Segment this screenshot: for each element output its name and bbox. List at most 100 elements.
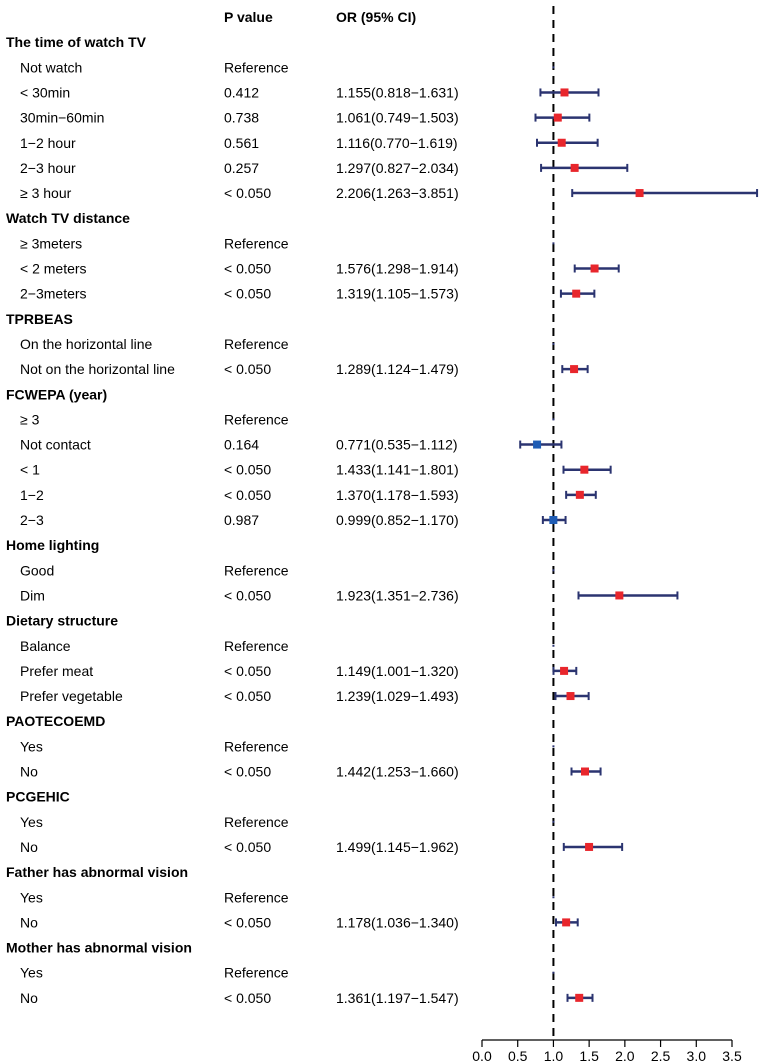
row-p-value: < 0.050 bbox=[224, 286, 271, 302]
row-or-ci: 1.289(1.124−1.479) bbox=[336, 361, 459, 377]
reference-point bbox=[552, 569, 555, 572]
row-p-value: Reference bbox=[224, 638, 289, 654]
row-label: 2−3 hour bbox=[20, 160, 76, 176]
row-label: 30min−60min bbox=[20, 110, 104, 126]
row-p-value: Reference bbox=[224, 59, 289, 75]
point-estimate bbox=[553, 113, 562, 122]
row-p-value: Reference bbox=[224, 411, 289, 427]
row-label: ≥ 3meters bbox=[20, 235, 82, 251]
point-estimate bbox=[570, 365, 579, 374]
row-label: < 30min bbox=[20, 84, 70, 100]
row-or-ci: 1.433(1.141−1.801) bbox=[336, 462, 459, 478]
reference-point bbox=[552, 971, 555, 974]
point-estimate bbox=[585, 842, 594, 851]
header-or-ci: OR (95% CI) bbox=[336, 9, 416, 25]
row-p-value: Reference bbox=[224, 235, 289, 251]
point-estimate bbox=[566, 692, 575, 701]
row-p-value: < 0.050 bbox=[224, 839, 271, 855]
row-p-value: Reference bbox=[224, 814, 289, 830]
row-p-value: < 0.050 bbox=[224, 462, 271, 478]
point-estimate bbox=[562, 918, 571, 927]
group-label: PCGEHIC bbox=[6, 789, 70, 805]
row-label: Not on the horizontal line bbox=[20, 361, 175, 377]
group-label: Father has abnormal vision bbox=[6, 864, 188, 880]
point-estimate bbox=[590, 264, 599, 273]
row-or-ci: 1.178(1.036−1.340) bbox=[336, 914, 459, 930]
row-label: Not contact bbox=[20, 437, 91, 453]
row-or-ci: 1.319(1.105−1.573) bbox=[336, 286, 459, 302]
row-p-value: < 0.050 bbox=[224, 261, 271, 277]
row-label: < 1 bbox=[20, 462, 40, 478]
group-label: PAOTECOEMD bbox=[6, 713, 105, 729]
x-tick-label: 2.5 bbox=[651, 1048, 671, 1063]
row-or-ci: 1.155(0.818−1.631) bbox=[336, 84, 459, 100]
row-p-value: Reference bbox=[224, 562, 289, 578]
group-label: Dietary structure bbox=[6, 613, 118, 629]
row-p-value: < 0.050 bbox=[224, 487, 271, 503]
row-p-value: Reference bbox=[224, 889, 289, 905]
x-tick-label: 0.5 bbox=[508, 1048, 528, 1063]
row-p-value: 0.987 bbox=[224, 512, 259, 528]
row-label: Yes bbox=[20, 889, 43, 905]
point-estimate bbox=[560, 666, 569, 675]
x-tick-label: 0.0 bbox=[472, 1048, 492, 1063]
row-p-value: < 0.050 bbox=[224, 990, 271, 1006]
row-label: Yes bbox=[20, 814, 43, 830]
row-p-value: Reference bbox=[224, 336, 289, 352]
row-label: Balance bbox=[20, 638, 71, 654]
group-label: FCWEPA (year) bbox=[6, 386, 107, 402]
group-label: TPRBEAS bbox=[6, 311, 73, 327]
row-label: Prefer vegetable bbox=[20, 688, 123, 704]
reference-point bbox=[552, 66, 555, 69]
point-estimate bbox=[572, 289, 581, 298]
row-p-value: < 0.050 bbox=[224, 587, 271, 603]
row-label: 1−2 hour bbox=[20, 135, 76, 151]
row-p-value: Reference bbox=[224, 738, 289, 754]
row-label: 2−3meters bbox=[20, 286, 87, 302]
row-label: No bbox=[20, 990, 38, 1006]
x-tick-label: 2.0 bbox=[615, 1048, 635, 1063]
row-or-ci: 1.361(1.197−1.547) bbox=[336, 990, 459, 1006]
row-label: No bbox=[20, 764, 38, 780]
row-label: No bbox=[20, 839, 38, 855]
row-p-value: < 0.050 bbox=[224, 688, 271, 704]
row-p-value: < 0.050 bbox=[224, 663, 271, 679]
row-label: Dim bbox=[20, 587, 45, 603]
row-or-ci: 1.442(1.253−1.660) bbox=[336, 764, 459, 780]
row-or-ci: 1.370(1.178−1.593) bbox=[336, 487, 459, 503]
point-estimate bbox=[557, 138, 566, 147]
row-or-ci: 0.771(0.535−1.112) bbox=[336, 437, 458, 453]
point-estimate bbox=[581, 767, 589, 776]
row-p-value: < 0.050 bbox=[224, 185, 271, 201]
group-label: Home lighting bbox=[6, 537, 99, 553]
row-p-value: 0.561 bbox=[224, 135, 259, 151]
row-or-ci: 1.499(1.145−1.962) bbox=[336, 839, 459, 855]
row-label: Yes bbox=[20, 738, 43, 754]
row-or-ci: 1.576(1.298−1.914) bbox=[336, 261, 459, 277]
point-estimate bbox=[549, 516, 558, 524]
row-p-value: < 0.050 bbox=[224, 764, 271, 780]
reference-point bbox=[552, 242, 555, 245]
row-or-ci: 2.206(1.263−3.851) bbox=[336, 185, 459, 201]
row-label: ≥ 3 bbox=[20, 411, 40, 427]
row-label: Yes bbox=[20, 965, 43, 981]
row-or-ci: 1.149(1.001−1.320) bbox=[336, 663, 459, 679]
row-label: ≥ 3 hour bbox=[20, 185, 72, 201]
row-label: < 2 meters bbox=[20, 261, 87, 277]
group-label: Watch TV distance bbox=[6, 210, 130, 226]
x-tick-label: 3.0 bbox=[687, 1048, 707, 1063]
reference-point bbox=[552, 820, 555, 823]
reference-point bbox=[552, 342, 555, 345]
x-tick-label: 1.0 bbox=[544, 1048, 564, 1063]
row-label: 2−3 bbox=[20, 512, 44, 528]
x-tick-label: 3.5 bbox=[722, 1048, 742, 1063]
reference-point bbox=[552, 745, 555, 748]
point-estimate bbox=[560, 88, 569, 97]
row-label: 1−2 bbox=[20, 487, 44, 503]
row-p-value: 0.412 bbox=[224, 84, 259, 100]
point-estimate bbox=[580, 465, 589, 474]
row-or-ci: 0.999(0.852−1.170) bbox=[336, 512, 459, 528]
header-p-value: P value bbox=[224, 9, 273, 25]
row-label: Good bbox=[20, 562, 54, 578]
